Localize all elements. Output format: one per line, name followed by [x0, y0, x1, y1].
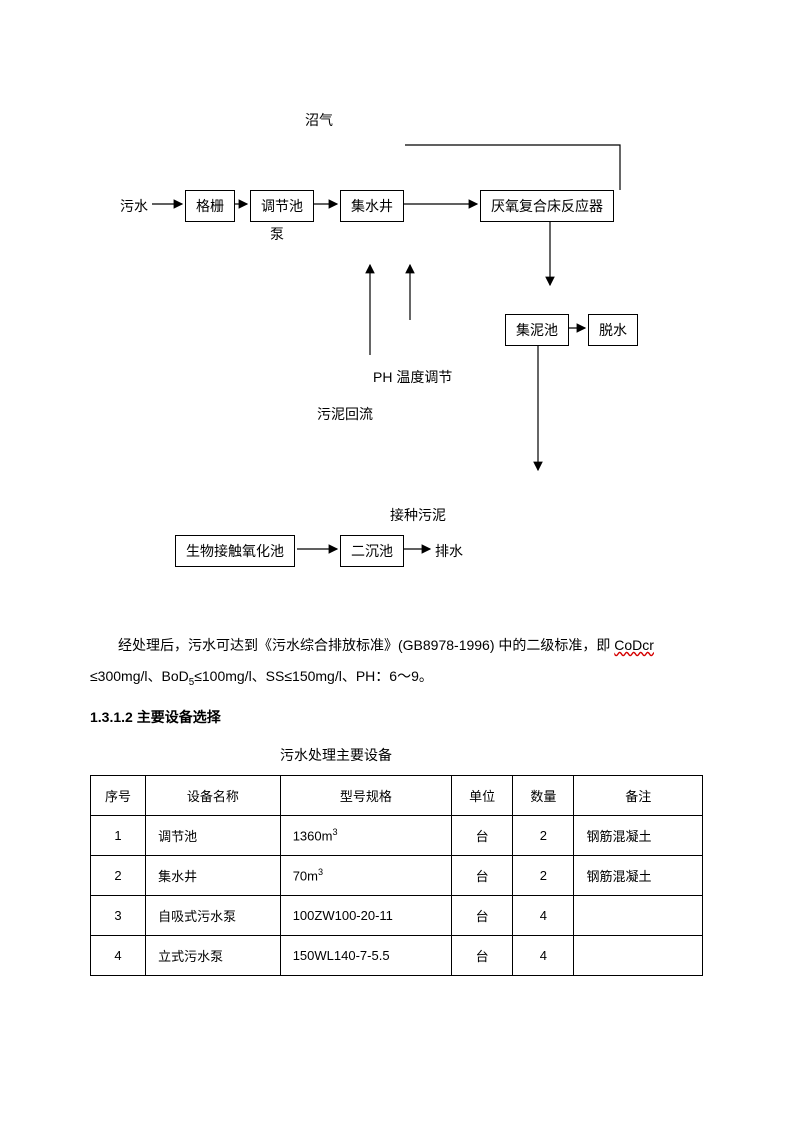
- table-cell: 2: [513, 816, 574, 856]
- table-cell: 1360m3: [280, 816, 451, 856]
- table-header-cell: 数量: [513, 776, 574, 816]
- label-wastewater: 污水: [120, 196, 148, 216]
- table-cell: 4: [513, 936, 574, 976]
- table-cell: 2: [513, 856, 574, 896]
- node-sump: 集水井: [340, 190, 404, 222]
- table-cell: 调节池: [146, 816, 281, 856]
- para-codcr: CoDcr: [614, 637, 654, 653]
- table-cell: 台: [452, 856, 513, 896]
- para-pre: 经处理后，污水可达到《污水综合排放标准》(GB8978-1996) 中的二级标准…: [118, 637, 614, 653]
- process-flowchart: 沼气 污水 格栅 调节池 泵 集水井 厌氧复合床反应器 集泥池 脱水 PH 温度…: [90, 100, 710, 600]
- table-cell: 150WL140-7-5.5: [280, 936, 451, 976]
- label-ph-temp: PH 温度调节: [373, 367, 452, 387]
- table-cell: 台: [452, 816, 513, 856]
- table-cell: 集水井: [146, 856, 281, 896]
- table-cell: 自吸式污水泵: [146, 896, 281, 936]
- table-cell: 4: [91, 936, 146, 976]
- table-title: 污水处理主要设备: [280, 745, 703, 765]
- label-pump: 泵: [270, 224, 284, 244]
- table-cell: [574, 936, 703, 976]
- node-dewater: 脱水: [588, 314, 638, 346]
- table-header-cell: 备注: [574, 776, 703, 816]
- table-cell: 4: [513, 896, 574, 936]
- label-drain: 排水: [435, 541, 463, 561]
- table-cell: 70m3: [280, 856, 451, 896]
- label-sludge-return: 污泥回流: [317, 404, 373, 424]
- table-cell: [574, 896, 703, 936]
- table-cell: 2: [91, 856, 146, 896]
- table-row: 1调节池1360m3台2钢筋混凝土: [91, 816, 703, 856]
- table-row: 3自吸式污水泵100ZW100-20-11台4: [91, 896, 703, 936]
- node-grid: 格栅: [185, 190, 235, 222]
- table-header-cell: 单位: [452, 776, 513, 816]
- table-cell: 3: [91, 896, 146, 936]
- result-paragraph: 经处理后，污水可达到《污水综合排放标准》(GB8978-1996) 中的二级标准…: [90, 630, 703, 693]
- table-cell: 立式污水泵: [146, 936, 281, 976]
- flowchart-arrows: [90, 100, 710, 600]
- table-header-cell: 序号: [91, 776, 146, 816]
- table-header-row: 序号设备名称型号规格单位数量备注: [91, 776, 703, 816]
- label-seed-sludge: 接种污泥: [390, 505, 446, 525]
- node-reg-tank: 调节池: [250, 190, 314, 222]
- node-uasb: 厌氧复合床反应器: [480, 190, 614, 222]
- table-cell: 100ZW100-20-11: [280, 896, 451, 936]
- label-biogas: 沼气: [305, 110, 333, 130]
- table-cell: 台: [452, 896, 513, 936]
- node-sec-sed: 二沉池: [340, 535, 404, 567]
- table-header-cell: 型号规格: [280, 776, 451, 816]
- table-cell: 1: [91, 816, 146, 856]
- table-cell: 台: [452, 936, 513, 976]
- table-row: 2集水井70m3台2钢筋混凝土: [91, 856, 703, 896]
- table-cell: 钢筋混凝土: [574, 856, 703, 896]
- equipment-table: 序号设备名称型号规格单位数量备注 1调节池1360m3台2钢筋混凝土2集水井70…: [90, 775, 703, 976]
- table-header-cell: 设备名称: [146, 776, 281, 816]
- para-post: ≤300mg/l、BoD5≤100mg/l、SS≤150mg/l、PH：6～9。: [90, 668, 433, 684]
- section-heading: 1.3.1.2 主要设备选择: [90, 707, 703, 727]
- table-row: 4立式污水泵150WL140-7-5.5台4: [91, 936, 703, 976]
- table-cell: 钢筋混凝土: [574, 816, 703, 856]
- node-sludge-tank: 集泥池: [505, 314, 569, 346]
- node-bio-contact: 生物接触氧化池: [175, 535, 295, 567]
